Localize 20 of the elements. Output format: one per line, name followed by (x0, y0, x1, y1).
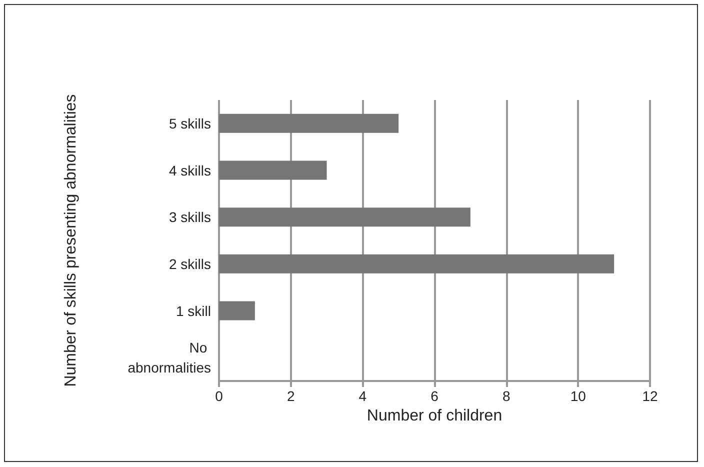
bar (219, 301, 255, 320)
bar (219, 160, 327, 180)
y-tick-label: 2 skills (168, 256, 211, 272)
y-axis-title: Number of skills presenting abnormalities (62, 94, 80, 387)
x-tick-label: 8 (502, 388, 510, 404)
x-tick-label: 12 (642, 388, 658, 404)
y-tick-label: 3 skills (168, 209, 211, 226)
x-tick-label: 4 (358, 388, 367, 404)
y-tick-label: 5 skills (168, 115, 211, 132)
bar (219, 114, 399, 133)
x-tick-label: 0 (215, 388, 224, 404)
y-tick-label: 1 skill (176, 302, 211, 319)
x-tick-label: 2 (286, 388, 295, 404)
x-tick-label: 6 (430, 388, 439, 404)
x-axis-title: Number of children (366, 407, 502, 424)
bar (219, 254, 614, 274)
y-tick-label: No abnormalities (128, 340, 211, 376)
bar (219, 208, 470, 227)
y-tick-label: 4 skills (168, 162, 211, 178)
x-tick-label: 10 (570, 388, 586, 404)
